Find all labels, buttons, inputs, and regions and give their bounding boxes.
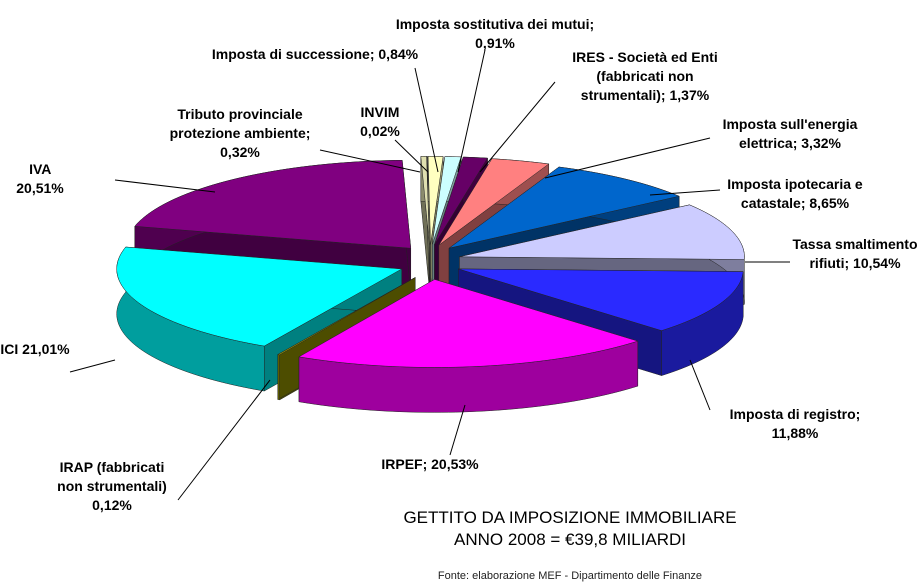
chart-title: GETTITO DA IMPOSIZIONE IMMOBILIARE [403,508,737,527]
category-name: Imposta sostitutiva dei mutui; [395,16,595,32]
value-label: 20,53% [431,456,479,472]
slice [116,246,403,392]
value-label: 20,51% [16,180,64,196]
value-label: 0,12% [92,497,132,513]
leader-line [457,49,486,173]
category-name: INVIM [360,104,400,120]
category-name: IRES - Società ed Enti (fabbricati non s… [572,49,718,103]
slice-label: Tributo provinciale protezione ambiente;… [155,105,325,162]
category-name: IRAP (fabbricati non strumentali) [57,459,167,494]
leader-line [449,404,466,456]
slice [134,160,412,249]
slice [277,277,416,356]
value-label: 3,32% [801,135,841,151]
slice [459,204,745,260]
slice-label: Imposta ipotecaria e catastale; 8,65% [713,175,878,213]
value-label: 1,37% [669,87,710,103]
source-note: Fonte: elaborazione MEF - Dipartimento d… [437,570,703,582]
value-label: 0,91% [475,35,515,51]
slice-label: IRPEF; 20,53% [320,455,540,474]
leader-line [689,359,711,411]
slice [458,268,744,331]
slice-label: Tassa smaltimento rifiuti; 10,54% [780,235,924,273]
category-name: Imposta sull'energia elettrica; [722,116,858,151]
slice [427,156,444,245]
slice [298,279,639,368]
slice-label: Imposta sull'energia elettrica; 3,32% [700,115,880,153]
category-name: IRPEF; [381,456,428,472]
slice [298,278,639,413]
slice [420,156,430,245]
value-label: 11,88% [771,425,819,441]
leader-line [544,137,711,179]
slice-label: IRAP (fabbricati non strumentali) 0,12% [52,458,172,515]
slice [420,156,430,290]
value-label: 8,65% [809,195,850,211]
category-name: IVA [29,161,51,177]
slice-side [277,354,280,401]
slice-label: ICI 21,01% [0,340,70,359]
category-name: Tassa smaltimento rifiuti; [792,236,918,271]
value-label: 21,01% [22,341,70,357]
slice-label: Imposta di registro; 11,88% [710,405,880,443]
slice-label: INVIM 0,02% [345,103,415,141]
category-name: Tributo provinciale protezione ambiente; [169,106,311,141]
leader-line [177,379,271,501]
chart-subtitle: ANNO 2008 = €39,8 MILIARDI [454,530,686,549]
slice [438,158,550,246]
slice-label: IVA 20,51% [5,160,75,198]
value-label: 0,84% [378,46,419,62]
leader-line [479,81,556,173]
slice-label: Imposta sostitutiva dei mutui; 0,91% [395,15,595,53]
leader-line [319,149,421,173]
category-name: Imposta di successione; [211,46,375,62]
leader-line [114,179,216,193]
category-name: ICI [0,341,19,357]
slice-label: IRES - Società ed Enti (fabbricati non s… [558,48,733,105]
slice-label: Imposta di successione; 0,84% [210,45,420,64]
leader-line [394,139,429,173]
value-label: 0,32% [220,144,260,160]
category-name: Imposta di registro; [729,406,861,422]
leader-line [69,359,116,373]
category-name: Imposta ipotecaria e catastale; [727,176,863,211]
leader-lines [69,49,790,501]
leader-line [649,189,721,196]
value-label: 10,54% [853,255,901,271]
leader-line [414,67,439,173]
slice [116,246,403,347]
slice [434,156,488,245]
value-label: 0,02% [360,123,400,139]
